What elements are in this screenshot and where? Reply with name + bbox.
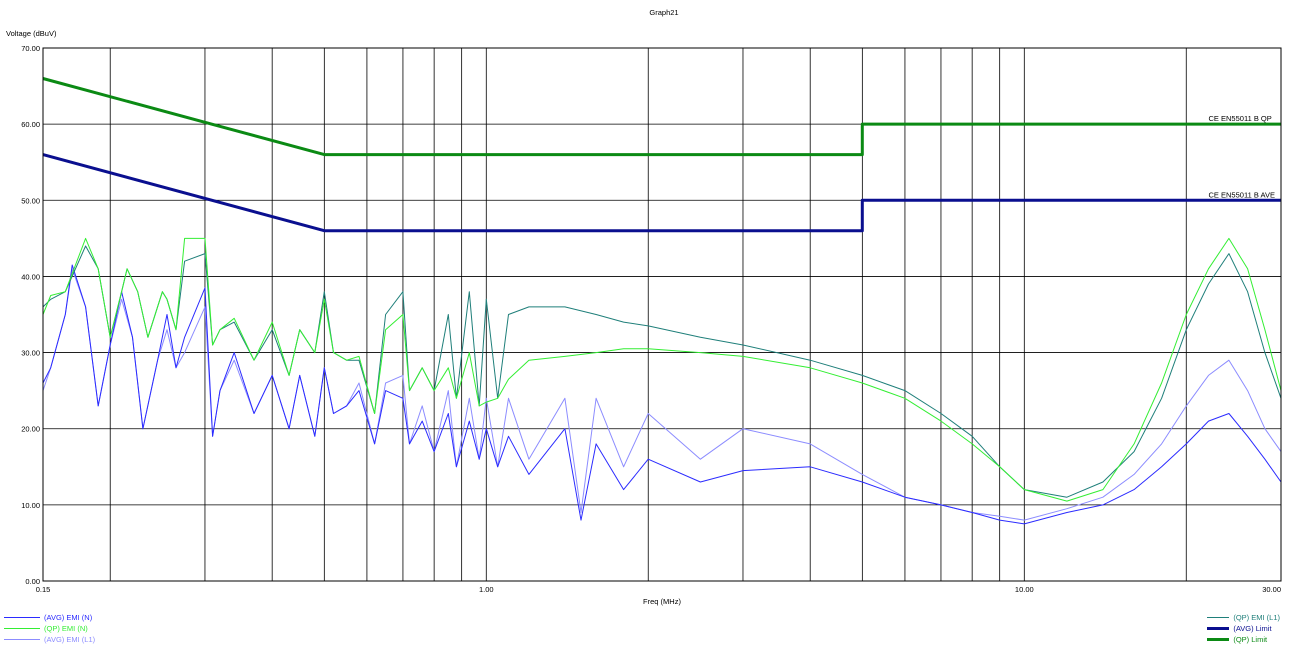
legend-left: (AVG) EMI (N) (QP) EMI (N) (AVG) EMI (L1) (4, 612, 95, 645)
y-tick-label: 40.00 (21, 272, 40, 281)
annotations-layer: CE EN55011 B QP CE EN55011 B AVE (1209, 114, 1275, 199)
limit-label: CE EN55011 B QP (1209, 114, 1272, 123)
y-tick-label: 20.00 (21, 425, 40, 434)
legend-label: (AVG) Limit (1233, 624, 1272, 633)
legend-item: (AVG) EMI (L1) (4, 634, 95, 645)
y-tick-label: 30.00 (21, 349, 40, 358)
limit-label: CE EN55011 B AVE (1209, 190, 1275, 199)
x-tick-label: 0.15 (36, 585, 51, 594)
series-layer (42, 77, 1282, 525)
y-tick-label: 50.00 (21, 196, 40, 205)
legend-label: (QP) Limit (1233, 635, 1268, 644)
legend-item: (AVG) Limit (1207, 623, 1280, 634)
legend-label: (AVG) EMI (L1) (44, 635, 96, 644)
chart-title: Graph21 (649, 8, 678, 17)
x-tick-label: 10.00 (1015, 585, 1034, 594)
legend-swatch (4, 617, 40, 618)
legend-swatch (4, 639, 40, 640)
legend-swatch (4, 628, 40, 629)
legend-item: (QP) EMI (L1) (1207, 612, 1280, 623)
series-line--qp-emi-n- (42, 237, 1282, 502)
series-line--avg-emi-n- (42, 264, 1282, 525)
series-line--qp-limit (42, 77, 1281, 157)
x-axis-label: Freq (MHz) (643, 597, 681, 606)
legend-label: (AVG) EMI (N) (44, 613, 93, 622)
y-axis-label: Voltage (dBuV) (6, 29, 57, 38)
legend-label: (QP) EMI (N) (44, 624, 88, 633)
legend-right: (QP) EMI (L1) (AVG) Limit (QP) Limit (1207, 612, 1280, 645)
series-line--avg-emi-l1- (42, 268, 1282, 521)
series-line--avg-limit (42, 153, 1281, 233)
legend-label: (QP) EMI (L1) (1233, 613, 1280, 622)
legend-swatch (1207, 638, 1230, 641)
x-tick-label: 1.00 (479, 585, 494, 594)
y-tick-label: 70.00 (21, 44, 40, 53)
plot-frame (42, 47, 1282, 582)
ticks-layer: 0.00 10.00 20.00 30.00 40.00 50.00 60.00 70.00 0… (21, 44, 1281, 594)
legend-item: (AVG) EMI (N) (4, 612, 95, 623)
legend-item: (QP) Limit (1207, 634, 1280, 645)
legend-swatch (1207, 627, 1230, 630)
legend-swatch (1207, 617, 1230, 618)
x-tick-label: 30.00 (1262, 585, 1281, 594)
y-tick-label: 60.00 (21, 120, 40, 129)
y-tick-label: 10.00 (21, 501, 40, 510)
y-tick-label: 0.00 (25, 577, 40, 586)
legend-item: (QP) EMI (N) (4, 623, 95, 634)
